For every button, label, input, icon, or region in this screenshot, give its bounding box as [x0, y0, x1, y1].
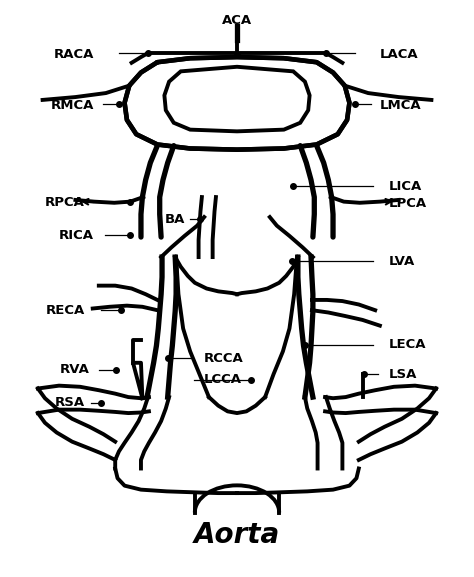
Text: RECA: RECA: [46, 304, 85, 317]
Text: LICA: LICA: [389, 180, 422, 193]
Text: RVA: RVA: [60, 363, 90, 376]
Text: LMCA: LMCA: [380, 99, 421, 112]
Text: RACA: RACA: [54, 48, 94, 61]
Text: RPCA: RPCA: [45, 196, 85, 209]
Text: RSA: RSA: [55, 396, 85, 409]
Text: LACA: LACA: [380, 48, 419, 61]
Text: LCCA: LCCA: [204, 373, 242, 387]
Text: Aorta: Aorta: [194, 522, 280, 549]
Text: LSA: LSA: [389, 368, 418, 381]
Text: LECA: LECA: [389, 338, 427, 351]
Text: LVA: LVA: [389, 254, 416, 268]
Text: RICA: RICA: [59, 230, 94, 242]
Text: RCCA: RCCA: [204, 352, 244, 365]
Text: RMCA: RMCA: [51, 99, 94, 112]
Text: BA: BA: [165, 213, 185, 226]
Text: ACA: ACA: [222, 14, 252, 27]
Polygon shape: [125, 57, 349, 149]
Polygon shape: [164, 67, 310, 132]
Text: LPCA: LPCA: [389, 197, 428, 211]
